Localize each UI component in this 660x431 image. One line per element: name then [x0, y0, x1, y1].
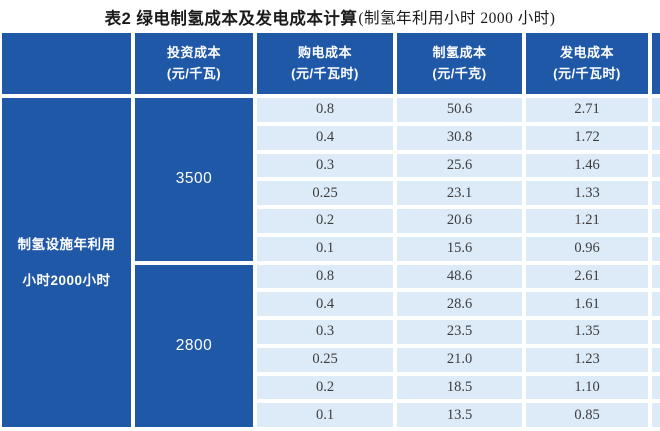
cutoff-column-cell — [652, 320, 660, 344]
purchase-cost-cell: 0.3 — [257, 153, 393, 178]
purchase-cost-cell: 0.2 — [257, 375, 393, 400]
hydrogen-cost-cell: 48.6 — [397, 264, 522, 289]
cutoff-column-cell — [652, 153, 660, 178]
generation-cost-cell: 2.71 — [526, 98, 648, 122]
generation-cost-cell: 1.21 — [526, 209, 648, 233]
cutoff-column-cell — [652, 375, 660, 400]
hydrogen-cost-cell: 15.6 — [397, 236, 522, 261]
row-header-annual-utilization: 制氢设施年利用 小时2000小时 — [2, 98, 131, 427]
generation-cost-cell: 0.96 — [526, 236, 648, 261]
cutoff-column-cell — [652, 236, 660, 261]
purchase-cost-cell: 0.2 — [257, 209, 393, 233]
hydrogen-cost-cell: 20.6 — [397, 209, 522, 233]
generation-cost-cell: 1.33 — [526, 181, 648, 205]
purchase-cost-cell: 0.1 — [257, 236, 393, 261]
investment-cost-3500-cell: 3500 — [135, 98, 253, 261]
cutoff-column-cell — [652, 264, 660, 289]
row-header-line1: 制氢设施年利用 — [17, 237, 116, 253]
generation-cost-cell: 1.23 — [526, 347, 648, 372]
cutoff-column-cell — [652, 403, 660, 427]
cutoff-column-cell — [652, 98, 660, 122]
generation-cost-cell: 1.35 — [526, 320, 648, 344]
cutoff-column-header-cell — [652, 33, 660, 94]
hydrogen-cost-cell: 13.5 — [397, 403, 522, 427]
col-header-name: 投资成本 — [166, 44, 221, 60]
purchase-cost-cell: 0.25 — [257, 347, 393, 372]
investment-cost-2800-cell: 2800 — [135, 264, 253, 427]
purchase-cost-cell: 0.4 — [257, 292, 393, 316]
cutoff-column-cell — [652, 181, 660, 205]
hydrogen-cost-cell: 23.1 — [397, 181, 522, 205]
col-header-power-generation-cost: 发电成本 (元/千瓦时) — [526, 33, 648, 94]
generation-cost-cell: 0.85 — [526, 403, 648, 427]
col-header-name: 发电成本 — [559, 44, 614, 60]
purchase-cost-cell: 0.25 — [257, 181, 393, 205]
cutoff-column-cell — [652, 347, 660, 372]
col-header-unit: (元/千瓦) — [166, 65, 222, 81]
col-header-unit: (元/千瓦时) — [553, 65, 621, 81]
col-header-investment-cost: 投资成本 (元/千瓦) — [135, 33, 253, 94]
hydrogen-cost-cell: 21.0 — [397, 347, 522, 372]
hydrogen-cost-cell: 28.6 — [397, 292, 522, 316]
table-title-note: (制氢年利用小时 2000 小时) — [358, 9, 556, 27]
col-header-name: 购电成本 — [297, 44, 352, 60]
col-header-name: 制氢成本 — [432, 44, 487, 60]
row-header-line2: 小时2000小时 — [22, 272, 111, 288]
purchase-cost-cell: 0.4 — [257, 125, 393, 150]
col-header-electricity-purchase-cost: 购电成本 (元/千瓦时) — [257, 33, 393, 94]
cutoff-column-cell — [652, 209, 660, 233]
corner-header-cell — [2, 33, 131, 94]
generation-cost-cell: 1.46 — [526, 153, 648, 178]
col-header-unit: (元/千瓦时) — [291, 65, 359, 81]
hydrogen-cost-cell: 18.5 — [397, 375, 522, 400]
generation-cost-cell: 2.61 — [526, 264, 648, 289]
purchase-cost-cell: 0.8 — [257, 264, 393, 289]
hydrogen-cost-cell: 23.5 — [397, 320, 522, 344]
table-title: 表2 绿电制氢成本及发电成本计算 (制氢年利用小时 2000 小时) — [0, 0, 660, 33]
hydrogen-cost-cell: 30.8 — [397, 125, 522, 150]
purchase-cost-cell: 0.3 — [257, 320, 393, 344]
table-title-main: 表2 绿电制氢成本及发电成本计算 — [104, 9, 358, 28]
col-header-unit: (元/千克) — [432, 65, 487, 81]
generation-cost-cell: 1.72 — [526, 125, 648, 150]
purchase-cost-cell: 0.8 — [257, 98, 393, 122]
cutoff-column-cell — [652, 292, 660, 316]
cutoff-column-cell — [652, 125, 660, 150]
generation-cost-cell: 1.61 — [526, 292, 648, 316]
cost-table: 投资成本 (元/千瓦) 购电成本 (元/千瓦时) 制氢成本 (元/千克) 发电成… — [2, 33, 660, 427]
hydrogen-cost-cell: 50.6 — [397, 98, 522, 122]
col-header-hydrogen-production-cost: 制氢成本 (元/千克) — [397, 33, 522, 94]
hydrogen-cost-cell: 25.6 — [397, 153, 522, 178]
generation-cost-cell: 1.10 — [526, 375, 648, 400]
purchase-cost-cell: 0.1 — [257, 403, 393, 427]
